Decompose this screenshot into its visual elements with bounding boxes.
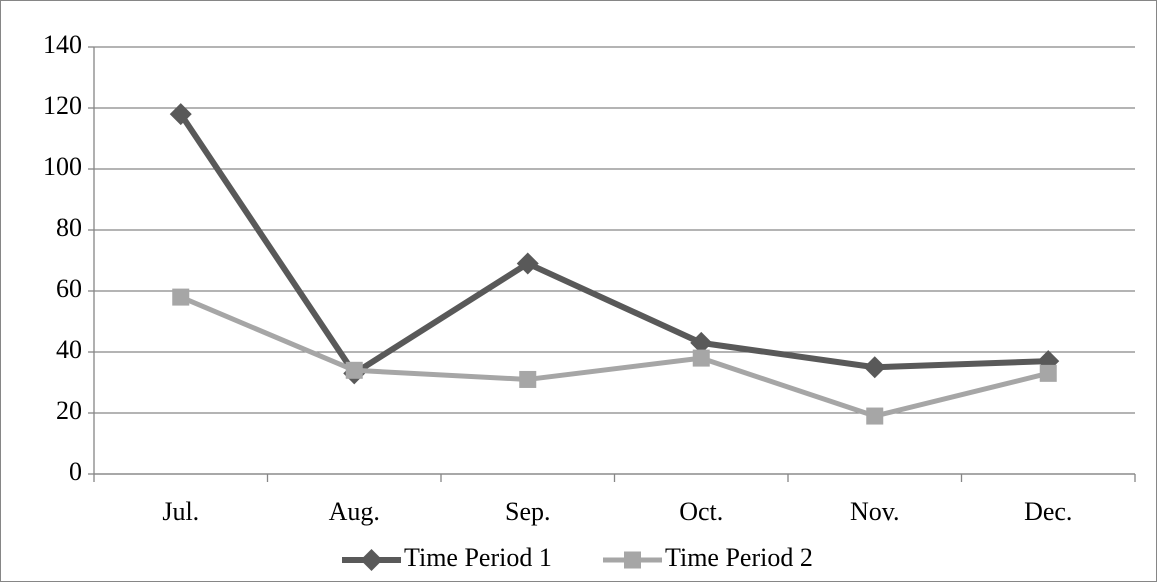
legend-item: Time Period 1 bbox=[342, 543, 552, 572]
y-tick-label: 140 bbox=[43, 30, 82, 59]
x-tick-label: Oct. bbox=[679, 497, 723, 526]
legend-marker bbox=[624, 551, 641, 569]
y-tick-label: 0 bbox=[69, 457, 82, 486]
marker bbox=[863, 356, 886, 379]
x-tick-label: Dec. bbox=[1024, 497, 1072, 526]
marker bbox=[516, 252, 539, 275]
legend-item: Time Period 2 bbox=[603, 543, 813, 572]
y-tick-label: 20 bbox=[56, 396, 82, 425]
marker bbox=[169, 103, 192, 126]
y-tick-label: 60 bbox=[56, 274, 82, 303]
marker bbox=[345, 361, 363, 379]
series-line bbox=[179, 294, 1049, 419]
marker bbox=[519, 370, 537, 388]
y-tick-label: 120 bbox=[43, 91, 82, 120]
x-tick-label: Nov. bbox=[850, 497, 900, 526]
legend-label: Time Period 2 bbox=[665, 543, 813, 572]
marker bbox=[1039, 364, 1057, 382]
legend-marker bbox=[360, 549, 383, 571]
y-tick-label: 80 bbox=[56, 213, 82, 242]
marker bbox=[692, 349, 710, 367]
x-tick-label: Jul. bbox=[162, 497, 199, 526]
marker bbox=[690, 331, 713, 354]
x-tick-label: Sep. bbox=[505, 497, 551, 526]
series-line bbox=[178, 112, 1049, 377]
y-tick-label: 40 bbox=[56, 335, 82, 364]
y-tick-label: 100 bbox=[43, 152, 82, 181]
x-tick-label: Aug. bbox=[329, 497, 380, 526]
marker bbox=[866, 407, 884, 425]
marker bbox=[172, 288, 190, 306]
legend-label: Time Period 1 bbox=[404, 543, 552, 572]
legend: Time Period 1 Time Period 2 bbox=[342, 543, 813, 572]
